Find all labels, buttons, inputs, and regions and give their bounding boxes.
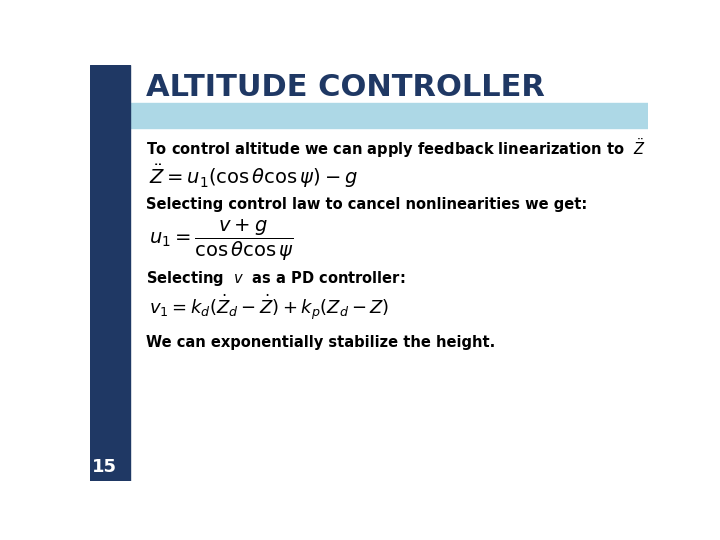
Text: $v_1 = k_d(\dot{Z}_d - \dot{Z}) + k_p(Z_d - Z)$: $v_1 = k_d(\dot{Z}_d - \dot{Z}) + k_p(Z_… <box>149 293 390 322</box>
Text: $\ddot{Z} = u_1(\cos\theta\cos\psi) - g$: $\ddot{Z} = u_1(\cos\theta\cos\psi) - g$ <box>149 163 358 191</box>
Text: ALTITUDE CONTROLLER: ALTITUDE CONTROLLER <box>145 73 544 103</box>
Text: To control altitude we can apply feedback linearization to  $\ddot{Z}$: To control altitude we can apply feedbac… <box>145 136 646 160</box>
Text: Selecting control law to cancel nonlinearities we get:: Selecting control law to cancel nonlinea… <box>145 198 587 212</box>
Bar <box>130 103 648 128</box>
Text: 15: 15 <box>91 458 117 476</box>
Bar <box>90 65 130 481</box>
Text: Selecting  $v$  as a PD controller:: Selecting $v$ as a PD controller: <box>145 268 405 288</box>
Text: $u_1 = \dfrac{v + g}{\cos\theta\cos\psi}$: $u_1 = \dfrac{v + g}{\cos\theta\cos\psi}… <box>149 218 294 263</box>
Text: We can exponentially stabilize the height.: We can exponentially stabilize the heigh… <box>145 334 495 349</box>
